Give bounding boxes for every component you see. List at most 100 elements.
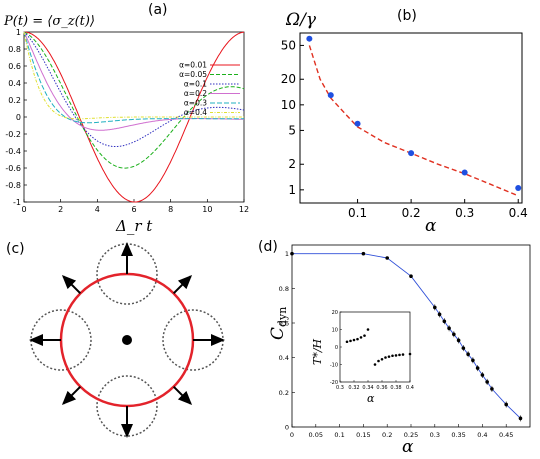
legend-label: α=0.1 [184,80,207,89]
inset-point [352,338,356,342]
data-point [361,251,366,256]
x-tick-label: 0.3 [430,431,440,439]
y-tick-label: 0 [16,113,21,122]
legend-label: α=0.05 [179,70,207,79]
panel-d-inset-frame [339,311,411,383]
y-tick-label: -0.8 [5,181,21,190]
inset-point [387,355,391,358]
panel-b-label: (b) [397,8,417,24]
x-tick-label: 4 [95,205,100,214]
y-tick-label: 50 [281,38,296,52]
panel-d-inset-xlabel: α [367,392,375,405]
x-tick-label: 0.45 [499,431,513,439]
arrow [61,385,82,406]
dashed-circle [96,375,158,437]
panel-d-inset: 0.3 0.32 0.34 0.36 0.38 0.4 20 10 0 -10 -20 [330,310,414,391]
panel-a-legend: α=0.01α=0.05α=0.1α=0.2α=0.3α=0.4 [179,61,240,117]
y-tick-label: 0 [285,424,289,432]
panel-d-xlabel: α [402,437,414,457]
y-tick-label: 0.8 [8,45,21,54]
inset-point [356,337,359,341]
x-tick-label: 10 [202,205,212,214]
series-line [23,31,244,124]
x-tick-label: 8 [168,205,173,214]
inset-point [345,340,349,344]
series-line [23,31,245,169]
y-tick-label: 0.6 [279,320,289,328]
x-tick-label: 0 [290,431,294,439]
legend-label: α=0.3 [184,99,207,108]
arrow [172,385,193,406]
data-point [385,256,390,260]
inset-x-tick-label: 0.4 [406,385,414,391]
series-line [23,31,244,131]
arrow [172,274,193,295]
panel-c-label: (c) [6,241,25,257]
y-tick-label: 0.4 [279,354,289,362]
data-point [306,35,313,42]
panel-b: (b) Ω/γ 0.1 0.2 0.3 0.4 50 20 10 5 2 1 α [281,8,528,236]
y-tick-label: 0.2 [279,389,289,397]
y-tick-label: 2 [288,157,296,171]
y-tick-label: -1 [13,198,21,207]
y-tick-label: 1 [285,250,289,258]
data-point [354,120,361,127]
panel-d-plot-frame [291,244,531,428]
inset-x-tick-label: 0.38 [390,385,401,391]
panel-d-label: (d) [258,239,278,255]
panel-a-label: (a) [148,2,168,18]
x-tick-label: 0.25 [404,431,418,439]
inset-point [398,353,401,357]
y-tick-label: 10 [281,98,296,112]
panel-c-schematic [29,242,225,438]
x-tick-label: 0.05 [309,431,323,439]
panel-a-ylabel-text: P(t) = ⟨σ_z(t)⟩ [3,14,95,29]
inset-point [377,359,380,363]
inset-y-tick-label: 20 [332,310,338,316]
inset-point [359,336,363,339]
inset-point [401,353,405,356]
y-tick-label: 0.2 [8,96,21,105]
y-tick-label: 5 [288,123,296,137]
dashed-circle [30,309,92,371]
panel-d-ticks: 0 0.05 0.1 0.15 0.2 0.25 0.3 0.35 0.4 0.45 1 0.8 0.6… [279,250,514,439]
data-point [461,169,468,176]
panel-a-series [23,31,245,203]
panel-d-series [290,251,523,422]
x-tick-label: 0 [21,205,26,214]
panel-b-ticks: 0.1 0.2 0.3 0.4 50 20 10 5 2 1 [281,38,528,220]
center-dot [122,335,132,345]
x-tick-label: 0.2 [402,206,421,220]
y-tick-label: -0.6 [5,164,21,173]
panel-b-xlabel: α [425,216,437,236]
panel-b-fit-curve [308,45,519,197]
inset-point [384,356,387,359]
inset-x-tick-label: 0.3 [336,385,344,391]
data-point [327,92,334,99]
panel-a: (a) P(t) = ⟨σ_z(t)⟩ 0 2 4 6 8 10 1210.80.60.40… [3,2,249,235]
x-tick-label: 0.2 [382,431,392,439]
inset-point [349,339,352,343]
y-tick-label: 0.8 [279,285,289,293]
data-point [515,185,522,192]
panel-a-ylabel: P(t) = ⟨σ_z(t)⟩ [3,14,95,29]
inset-y-tick-label: 10 [332,328,338,334]
arrow [61,274,82,295]
legend-label: α=0.4 [184,108,207,117]
data-point [409,274,413,279]
inset-x-tick-label: 0.36 [376,385,387,391]
x-tick-label: 12 [239,205,249,214]
y-tick-label: 0.4 [8,79,21,88]
panel-d-inset-ylabel: T*/H [311,338,324,365]
x-tick-label: 0.35 [451,431,465,439]
y-tick-label: -0.2 [5,130,21,139]
inset-y-tick-label: -20 [330,380,338,386]
y-tick-label: 20 [281,72,296,86]
panel-b-ylabel: Ω/γ [285,10,317,30]
panel-a-ticks: 0 2 4 6 8 10 12 1 0.8 0.6 0.4 0.2 0 -0.2 -0.4 -0.6 -0.8 -… [5,28,249,214]
inset-x-tick-label: 0.34 [362,385,373,391]
panel-b-plot-frame [299,32,523,204]
x-tick-label: 2 [58,205,63,214]
panel-c: (c) [6,241,225,438]
